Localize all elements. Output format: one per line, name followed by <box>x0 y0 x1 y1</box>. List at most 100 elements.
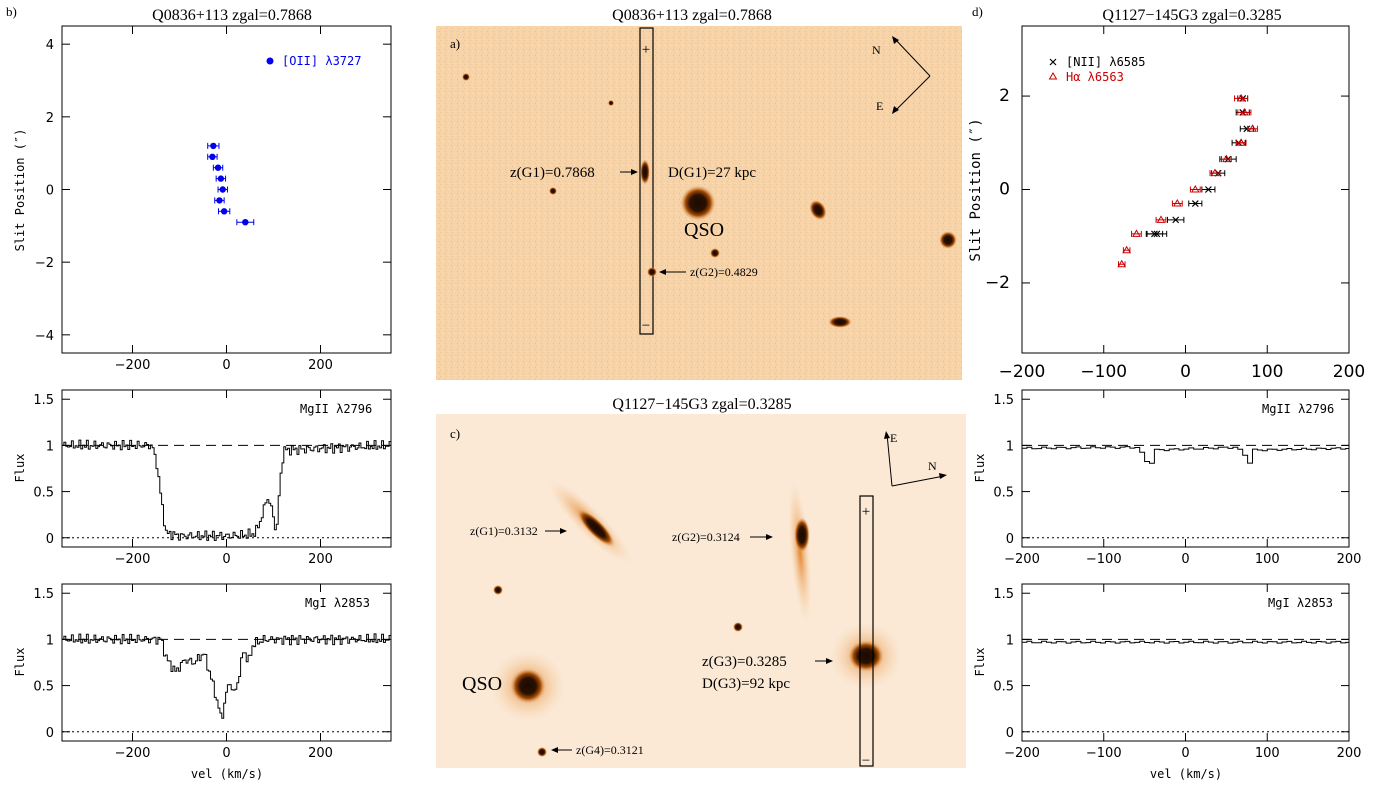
d-label-a: D(G1)=27 kpc <box>668 165 756 181</box>
label-b-mg1: MgI λ2853 <box>305 596 370 610</box>
marks-b_rotation: −200 0 200 −4 −2 0 2 4 <box>35 26 391 373</box>
d-label-c: D(G3)=92 kpc <box>702 676 790 692</box>
label-d-mg2: MgII λ2796 <box>1262 402 1334 416</box>
xtick-label-d_mgi: 200 <box>1337 746 1362 761</box>
xtick-label-d_mgii: −100 <box>1086 552 1122 567</box>
xtick-label-b_mgi: 0 <box>222 746 230 761</box>
xtick-label-b_rotation: 0 <box>222 358 230 373</box>
g1-label-c: z(G1)=0.3132 <box>470 524 538 538</box>
source-a3 <box>828 316 852 328</box>
xtick-label-d_rotation: 0 <box>1180 362 1191 382</box>
spectrum-b_mgi <box>62 633 392 719</box>
qso-c <box>510 668 546 704</box>
point-oii <box>219 186 226 193</box>
title-a: Q0836+113 zgal=0.7868 <box>612 7 772 24</box>
marks-b_mgii: −200 0 200 0 0.5 1 1.5 <box>33 390 392 567</box>
panel-letter-a: a) <box>450 36 460 51</box>
marks-b_mgi: −200 0 200 0 0.5 1 1.5 <box>33 584 392 761</box>
panel-letter-c: c) <box>450 426 460 441</box>
ytick-label-b_rotation: −4 <box>35 329 54 344</box>
point-halpha <box>1222 154 1231 163</box>
point-nii <box>1172 216 1180 224</box>
ytick-label-b_rotation: 4 <box>46 38 54 53</box>
point-oii <box>217 175 225 182</box>
xtick-label-b_rotation: −200 <box>115 358 151 373</box>
title-d: Q1127−145G3 zgal=0.3285 <box>1102 7 1281 24</box>
point-halpha <box>1210 168 1220 177</box>
ytick-label-b_mgii: 1.5 <box>33 393 54 408</box>
legend-marker-halpha <box>1048 72 1058 80</box>
source-c2 <box>733 622 743 632</box>
xtick-label-d_rotation: 100 <box>1251 362 1283 382</box>
source-a2 <box>809 199 827 221</box>
xtick-label-d_rotation: −100 <box>1080 362 1127 382</box>
ytick-label-b_mgi: 1.5 <box>33 587 54 602</box>
image-panel-c: c) + − z(G1)=0.3132 z(G2)=0.3124 z(G3)=0… <box>436 414 966 769</box>
xlabel-b: vel (km/s) <box>191 767 263 781</box>
legend-marker-oii <box>266 57 274 65</box>
ylabel-d-rot: Slit Position (″) <box>968 118 984 261</box>
compass-e-a: E <box>876 99 883 113</box>
legend-nii: [NII] λ6585 <box>1066 55 1145 69</box>
slit-c <box>859 495 874 767</box>
plot-d-mgii: Flux MgII λ2796 <box>973 389 1350 548</box>
ytick-label-d_rotation: 2 <box>999 86 1010 106</box>
plot-b-mgii: Flux MgII λ2796 <box>13 389 392 548</box>
ytick-label-d_rotation: −2 <box>985 273 1010 293</box>
xtick-label-b_mgi: 200 <box>308 746 333 761</box>
plot-b-mgi: Flux MgI λ2853 vel (km/s) <box>13 583 392 781</box>
slit-minus-c: − <box>862 753 870 769</box>
g2-arrowhead-c <box>766 534 773 540</box>
point-halpha <box>1190 185 1200 193</box>
xtick-label-d_mgii: 200 <box>1337 552 1362 567</box>
g2-arrowhead-a <box>659 269 666 275</box>
spectrum-d_mgii <box>1022 446 1349 464</box>
g4-label-c: z(G4)=0.3121 <box>576 743 644 757</box>
point-halpha <box>1236 138 1246 146</box>
slit-plus-c: + <box>862 504 870 520</box>
qso-label-a: QSO <box>684 219 724 241</box>
point-nii <box>1204 186 1212 193</box>
marks-d_mgii: −200 −100 0 100 200 0 0.5 1 1.5 <box>993 390 1361 567</box>
ytick-label-b_mgi: 1 <box>46 633 54 648</box>
ytick-label-d_mgii: 0 <box>1006 532 1014 547</box>
panel-letter-d: d) <box>972 4 983 19</box>
ytick-label-d_mgii: 1 <box>1006 439 1014 454</box>
point-halpha <box>1122 245 1132 254</box>
point-oii <box>210 142 217 150</box>
compass-c: E N <box>884 431 947 487</box>
label-b-mg2: MgII λ2796 <box>300 402 372 416</box>
ytick-label-b_mgi: 0 <box>46 726 54 741</box>
ytick-label-b_rotation: 2 <box>46 111 54 126</box>
ytick-label-d_mgii: 1.5 <box>993 393 1014 408</box>
xtick-label-d_mgi: 0 <box>1181 746 1189 761</box>
qso-a <box>680 185 716 221</box>
ylabel-b-mg1: Flux <box>13 648 27 677</box>
ytick-label-b_mgii: 0.5 <box>33 486 54 501</box>
ytick-label-d_mgi: 0 <box>1006 726 1014 741</box>
xtick-label-d_mgi: 100 <box>1255 746 1280 761</box>
title-c: Q1127−145G3 zgal=0.3285 <box>612 396 791 413</box>
source-a5 <box>549 187 557 195</box>
source-a1 <box>710 248 720 258</box>
g2-label-a: z(G2)=0.4829 <box>690 265 758 279</box>
galaxy-g2-c <box>794 517 810 553</box>
slit-a <box>639 27 654 335</box>
ytick-label-d_mgi: 1.5 <box>993 587 1014 602</box>
ylabel-b-rot: Slit Position (″) <box>13 129 27 252</box>
point-nii <box>1191 200 1199 207</box>
compass-n-a: N <box>872 43 881 57</box>
point-oii <box>220 208 228 215</box>
galaxy-g1-c <box>576 508 616 548</box>
spectrum-b_mgii <box>62 439 392 541</box>
slit-plus-a: + <box>642 42 650 58</box>
xtick-label-b_mgii: 0 <box>222 552 230 567</box>
point-halpha <box>1132 229 1141 237</box>
galaxy-g3-c <box>848 640 884 672</box>
point-oii <box>216 197 223 204</box>
point-halpha <box>1117 259 1127 268</box>
ytick-label-d_mgi: 0.5 <box>993 680 1014 695</box>
point-oii <box>242 219 249 226</box>
g3-arrowhead-c <box>826 658 833 664</box>
point-halpha <box>1239 107 1249 116</box>
